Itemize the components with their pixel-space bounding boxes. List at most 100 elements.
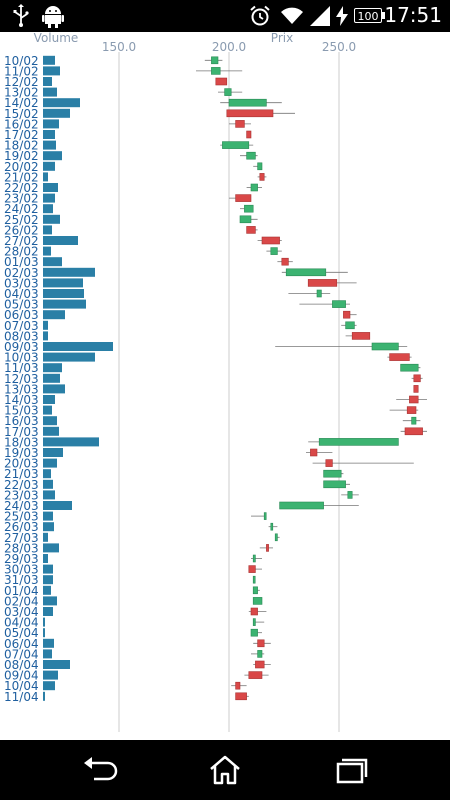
- candle-body: [235, 681, 241, 690]
- volume-bar: [43, 638, 54, 648]
- volume-bar: [43, 617, 45, 627]
- candle-body: [235, 692, 247, 701]
- candle-body: [409, 395, 419, 404]
- recents-icon: [336, 758, 368, 784]
- date-label: 05/04: [4, 626, 39, 640]
- volume-bar: [43, 193, 55, 203]
- candle-body: [318, 438, 399, 446]
- candle-body: [235, 120, 245, 128]
- date-label: 29/03: [4, 552, 39, 566]
- usb-icon: [8, 0, 34, 32]
- volume-bar: [43, 130, 55, 139]
- date-label: 28/02: [4, 245, 39, 259]
- candle-body: [252, 554, 256, 563]
- candle-body: [255, 660, 265, 669]
- candle-body: [274, 533, 278, 542]
- date-label: 07/03: [4, 319, 39, 333]
- candlestick-volume-chart[interactable]: Volume Prix 150.0 200.0 250.0 10/0211/0212/02…: [0, 32, 450, 740]
- navigation-bar: [0, 740, 450, 800]
- candle-body: [222, 141, 250, 149]
- date-label: 12/03: [4, 372, 39, 386]
- home-icon: [210, 755, 240, 785]
- volume-bar: [43, 469, 51, 479]
- chart-area[interactable]: Volume Prix 150.0 200.0 250.0 10/02 11/02 12/02…: [0, 32, 450, 740]
- volume-bar: [43, 585, 51, 595]
- candle-body: [411, 416, 417, 425]
- volume-bar: [43, 458, 57, 468]
- date-label: 31/03: [4, 573, 39, 587]
- candle-body: [211, 56, 219, 65]
- candle-body: [270, 522, 274, 531]
- candle-body: [323, 469, 342, 478]
- date-label: 17/02: [4, 128, 39, 142]
- date-label: 20/02: [4, 160, 39, 174]
- candle-body: [235, 194, 252, 202]
- date-label: 04/04: [4, 616, 39, 630]
- volume-bar: [43, 596, 57, 606]
- date-label: 12/02: [4, 75, 39, 89]
- candle-body: [257, 162, 263, 171]
- date-label: 24/02: [4, 202, 39, 216]
- candle-body: [246, 151, 256, 160]
- date-label: 01/03: [4, 255, 39, 269]
- volume-bar: [43, 575, 53, 585]
- candle-body: [325, 459, 333, 467]
- date-label: 23/03: [4, 488, 39, 502]
- candle-body: [250, 183, 258, 192]
- date-label: 21/03: [4, 467, 39, 481]
- date-label: 24/03: [4, 499, 39, 513]
- volume-bar: [43, 543, 59, 553]
- home-button[interactable]: [195, 750, 255, 790]
- candle-body: [281, 257, 289, 266]
- recents-button[interactable]: [320, 750, 380, 790]
- price-tick-label: 150.0: [102, 40, 136, 54]
- candle-body: [252, 575, 256, 584]
- date-label: 28/03: [4, 541, 39, 555]
- volume-bar: [43, 416, 57, 426]
- candle-body: [248, 565, 256, 573]
- volume-bar: [43, 87, 57, 97]
- volume-bar: [43, 225, 52, 235]
- candle-body: [263, 512, 267, 520]
- date-label: 19/03: [4, 446, 39, 460]
- candle-body: [248, 671, 263, 679]
- volume-bar: [43, 310, 65, 320]
- volume-bar: [43, 490, 55, 500]
- candle-body: [413, 374, 421, 383]
- candle-body: [246, 226, 256, 234]
- date-label: 09/03: [4, 340, 39, 354]
- candle-body: [400, 363, 419, 372]
- date-label: 14/03: [4, 393, 39, 407]
- volume-bar: [43, 564, 53, 574]
- back-button[interactable]: [70, 750, 130, 790]
- date-label: 27/02: [4, 234, 39, 248]
- candle-body: [252, 586, 258, 595]
- date-label: 19/02: [4, 149, 39, 163]
- volume-bar: [43, 511, 53, 521]
- battery-tip: [382, 12, 385, 19]
- volume-bar: [43, 257, 62, 267]
- candle-body: [270, 247, 278, 255]
- date-label: 08/04: [4, 658, 39, 672]
- volume-bar: [43, 151, 62, 161]
- date-label: 23/02: [4, 192, 39, 206]
- volume-bar: [43, 289, 84, 298]
- charging-icon: [334, 0, 350, 32]
- candle-body: [310, 448, 318, 457]
- date-label: 18/02: [4, 139, 39, 153]
- volume-bar: [43, 183, 58, 192]
- date-label: 11/02: [4, 64, 39, 78]
- volume-bar: [43, 448, 63, 457]
- candle-body: [246, 130, 252, 139]
- date-label: 02/04: [4, 594, 39, 608]
- candle-body: [345, 321, 355, 330]
- date-label: 08/03: [4, 329, 39, 343]
- date-label: 02/03: [4, 266, 39, 280]
- price-tick-label: 250.0: [322, 40, 356, 54]
- volume-bar: [43, 501, 72, 510]
- volume-bar: [43, 55, 55, 65]
- candle-body: [257, 639, 265, 648]
- candle-body: [406, 406, 417, 414]
- volume-bar: [43, 532, 48, 542]
- candle-body: [413, 385, 419, 393]
